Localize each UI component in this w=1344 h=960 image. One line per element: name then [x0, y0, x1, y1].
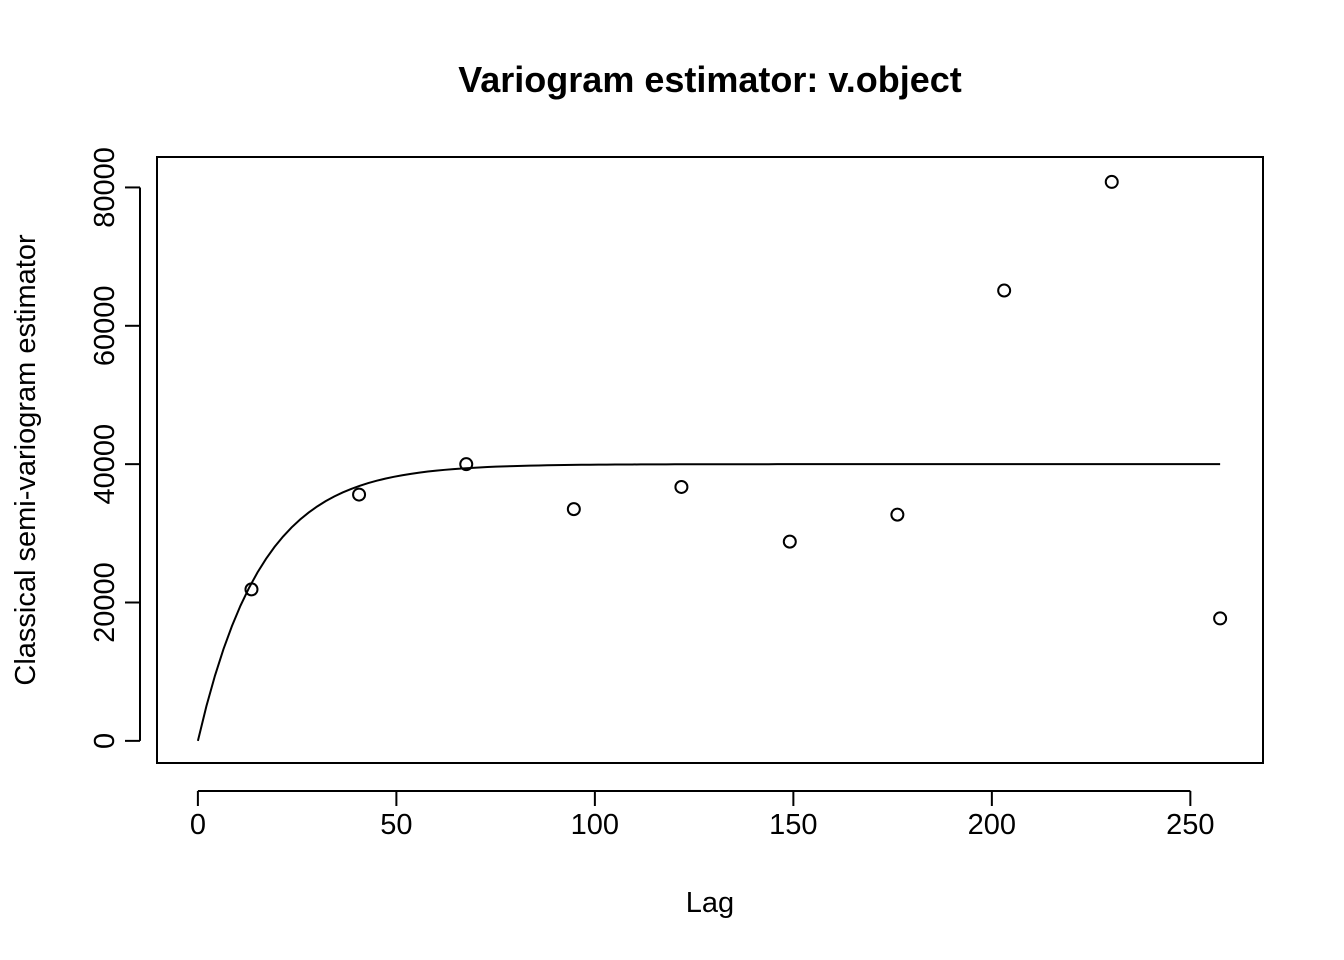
y-tick-label: 0: [89, 733, 121, 749]
data-point: [352, 487, 367, 502]
x-tick-label: 250: [1166, 809, 1214, 841]
x-tick-label: 50: [380, 809, 412, 841]
y-tick-label: 60000: [89, 285, 121, 366]
data-point: [244, 582, 259, 597]
data-point: [997, 283, 1012, 298]
chart-title: Variogram estimator: v.object: [458, 59, 962, 100]
data-point: [459, 457, 474, 472]
x-tick-label: 150: [769, 809, 817, 841]
y-axis: 0 20000 40000 60000 80000: [89, 147, 141, 749]
x-axis: 0 50 100 150 200 250: [190, 790, 1215, 841]
x-tick-label: 0: [190, 809, 206, 841]
x-tick-label: 200: [968, 809, 1016, 841]
plot-frame: [156, 156, 1264, 764]
x-tick-label: 100: [571, 809, 619, 841]
data-point: [566, 502, 581, 517]
data-point: [1213, 611, 1228, 626]
data-point: [674, 479, 689, 494]
data-point: [890, 507, 905, 522]
points-layer: [244, 174, 1228, 626]
y-tick-label: 20000: [89, 562, 121, 643]
y-tick-label: 80000: [89, 147, 121, 228]
data-point: [1104, 174, 1119, 189]
data-point: [782, 534, 797, 549]
fitted-variogram-curve: [196, 463, 1221, 742]
x-axis-label: Lag: [686, 887, 734, 919]
y-tick-label: 40000: [89, 424, 121, 505]
fitted-curve-layer: [196, 463, 1221, 742]
y-axis-label: Classical semi-variogram estimator: [10, 234, 42, 686]
